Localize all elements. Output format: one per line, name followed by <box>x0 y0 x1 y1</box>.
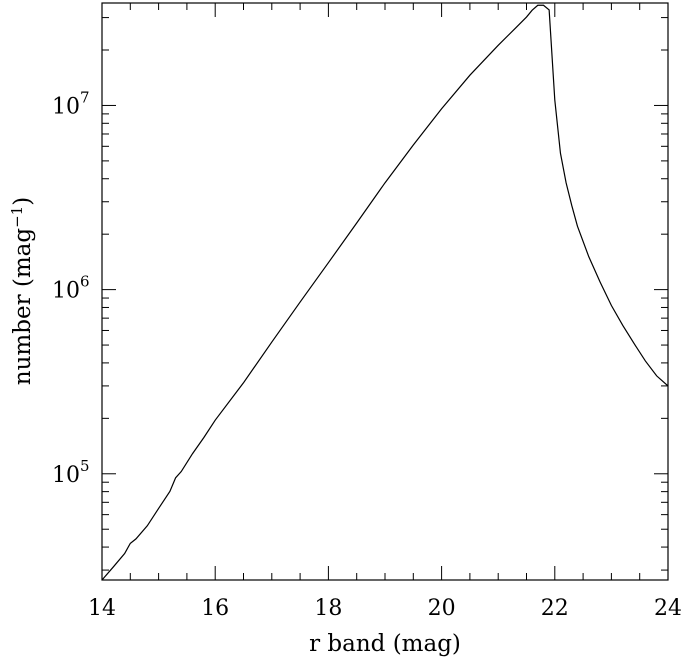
plot-area <box>101 2 669 581</box>
y-tick-label: 106 <box>52 273 90 304</box>
x-tick-label: 20 <box>428 596 456 621</box>
y-axis-title-sup: −1 <box>8 206 26 228</box>
x-tick-label: 18 <box>314 596 342 621</box>
y-tick-label-exponent: 6 <box>80 273 90 291</box>
y-tick-label-base: 10 <box>52 463 80 488</box>
y-tick-label-base: 10 <box>52 279 80 304</box>
y-tick-label-exponent: 7 <box>80 88 90 106</box>
x-axis-title: r band (mag) <box>309 631 461 657</box>
y-tick-label: 105 <box>52 457 90 488</box>
y-axis-title-text: number (mag <box>10 228 36 386</box>
y-tick-label-base: 10 <box>52 94 80 119</box>
x-tick-label: 16 <box>201 596 229 621</box>
x-tick-label: 14 <box>88 596 116 621</box>
ticks <box>101 3 669 580</box>
x-tick-label: 24 <box>654 596 682 621</box>
y-tick-label: 107 <box>52 88 90 119</box>
y-tick-label-exponent: 5 <box>80 457 90 475</box>
axis-frame <box>101 2 669 581</box>
series-line <box>101 4 669 581</box>
y-axis-title: number (mag−1) <box>8 197 36 385</box>
x-tick-label: 22 <box>541 596 569 621</box>
y-axis-title-close: ) <box>10 197 36 206</box>
